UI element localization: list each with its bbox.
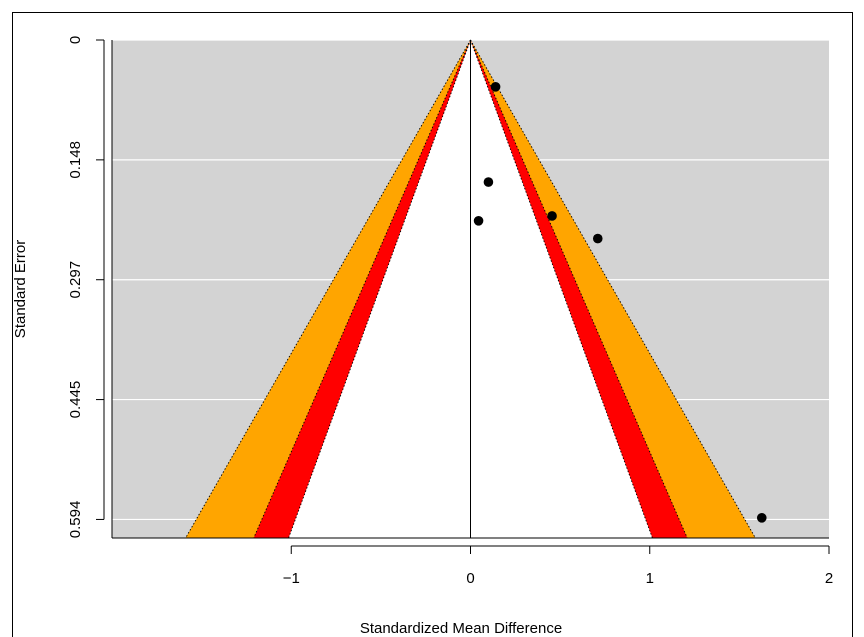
funnel-edge-1-1 xyxy=(253,39,471,539)
y-axis-label: Standard Error xyxy=(12,240,29,338)
study-points-layer xyxy=(473,82,767,523)
x-tick-label-0: −1 xyxy=(283,570,300,587)
y-tick-label-1: 0.148 xyxy=(67,141,84,179)
study-point-4 xyxy=(592,233,603,244)
funnel-edge-2-0 xyxy=(470,39,653,539)
y-tick-label-3: 0.445 xyxy=(67,381,84,419)
study-point-0 xyxy=(490,82,501,92)
study-point-2 xyxy=(473,215,484,226)
funnel-edge-0-1 xyxy=(185,39,471,539)
y-tick-label-2: 0.297 xyxy=(67,261,84,299)
study-point-5 xyxy=(756,513,767,523)
x-axis-label: Standardized Mean Difference xyxy=(360,620,562,637)
y-tick-label-0: 0 xyxy=(67,36,84,44)
axes-layer: −1 0 1 2 0 0.148 0.297 0.445 0.594 xyxy=(67,36,833,587)
x-tick-label-3: 2 xyxy=(825,570,833,587)
study-point-1 xyxy=(483,177,494,187)
y-tick-label-4: 0.594 xyxy=(67,501,84,539)
funnel-edge-2-1 xyxy=(288,39,471,539)
funnel-edge-1-0 xyxy=(470,39,688,539)
x-tick-label-1: 0 xyxy=(466,570,474,587)
funnel-edge-0-0 xyxy=(470,39,756,539)
x-tick-label-2: 1 xyxy=(646,570,654,587)
figure-frame xyxy=(12,12,853,637)
study-point-3 xyxy=(547,211,557,221)
